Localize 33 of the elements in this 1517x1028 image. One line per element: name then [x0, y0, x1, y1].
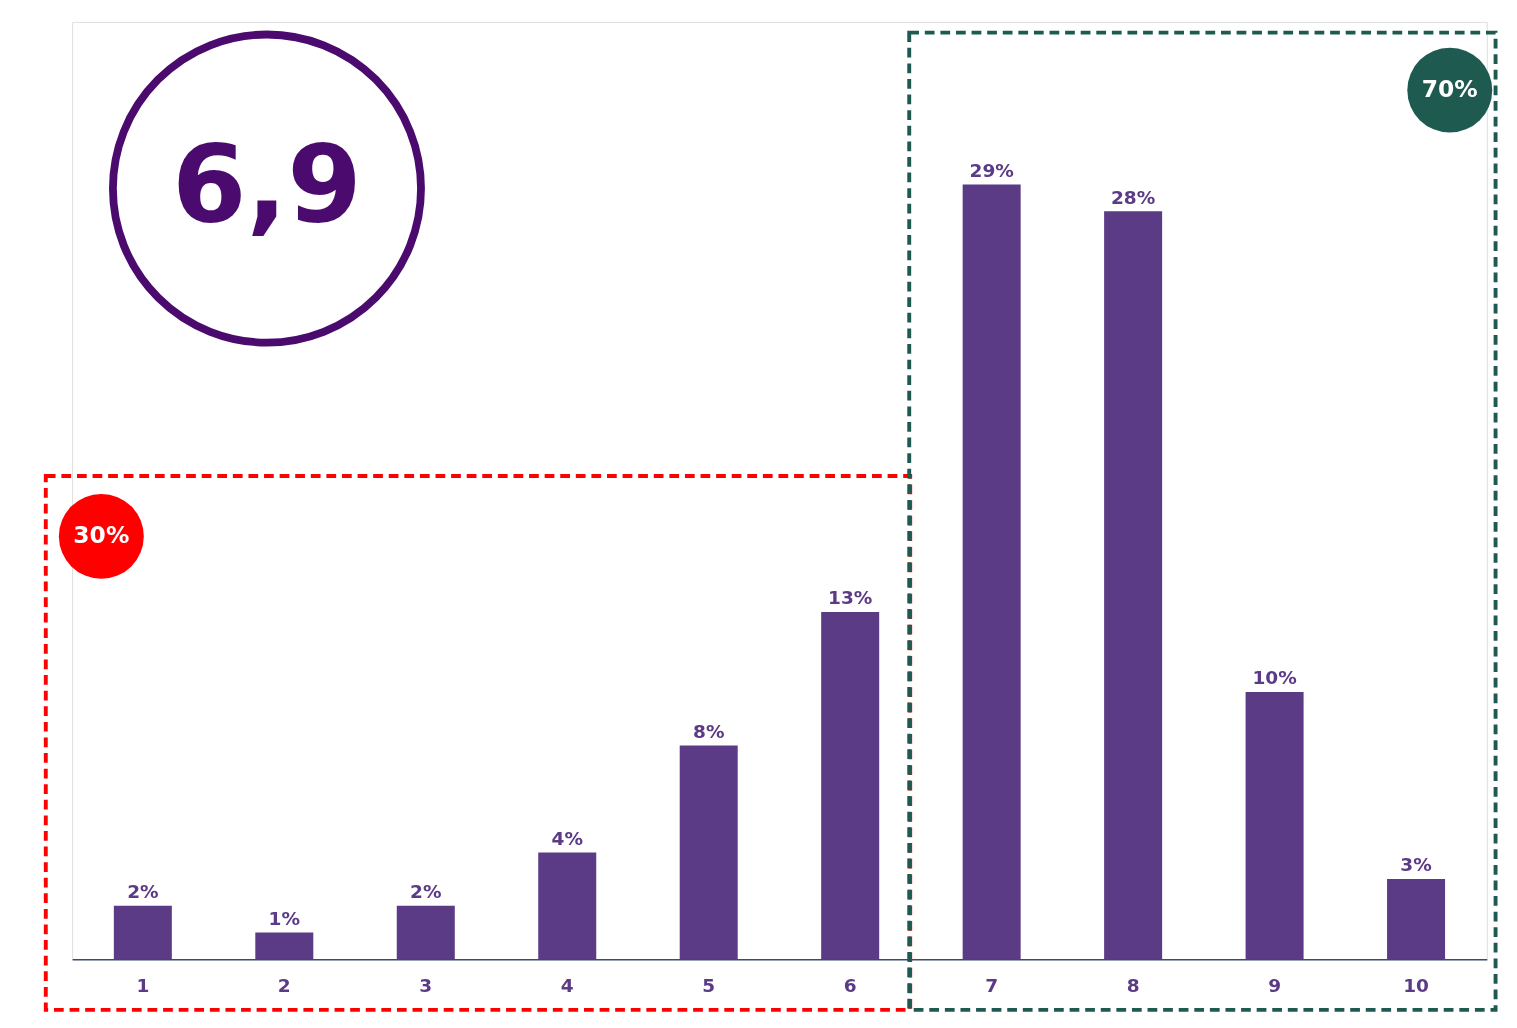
annotation: 30% — [73, 521, 130, 550]
x-tick-label: 9 — [1268, 974, 1282, 996]
text: 70% — [1421, 74, 1478, 103]
bar — [679, 745, 738, 960]
data-label: 2% — [410, 881, 442, 902]
data-label: 4% — [551, 827, 583, 849]
x-tick-label: 8 — [1126, 974, 1140, 996]
bar — [396, 905, 455, 960]
bar — [538, 852, 597, 960]
bar — [1245, 692, 1304, 960]
data-label: 29% — [969, 159, 1014, 181]
annotation: 6,9 — [172, 121, 362, 246]
bar — [1104, 211, 1163, 960]
x-tick-label: 2 — [277, 974, 291, 996]
x-tick-label: 1 — [136, 974, 150, 996]
data-label: 3% — [1400, 854, 1432, 876]
data-label: 10% — [1252, 667, 1297, 689]
bar — [1387, 879, 1446, 960]
data-label: 28% — [1110, 186, 1156, 208]
x-tick-label: 7 — [985, 974, 999, 996]
data-label: 1% — [268, 907, 301, 929]
data-label: 13% — [828, 587, 873, 609]
x-tick-label: 5 — [702, 974, 716, 996]
x-tick-label: 4 — [560, 974, 574, 996]
bar — [821, 611, 880, 960]
bar — [255, 932, 314, 960]
x-tick-label: 3 — [419, 974, 433, 996]
x-tick-label: 10 — [1403, 974, 1429, 996]
data-label: 2% — [127, 881, 159, 902]
bar — [962, 184, 1021, 960]
x-tick-label: 6 — [843, 974, 857, 996]
bar — [113, 905, 172, 960]
data-label: 8% — [693, 720, 725, 742]
